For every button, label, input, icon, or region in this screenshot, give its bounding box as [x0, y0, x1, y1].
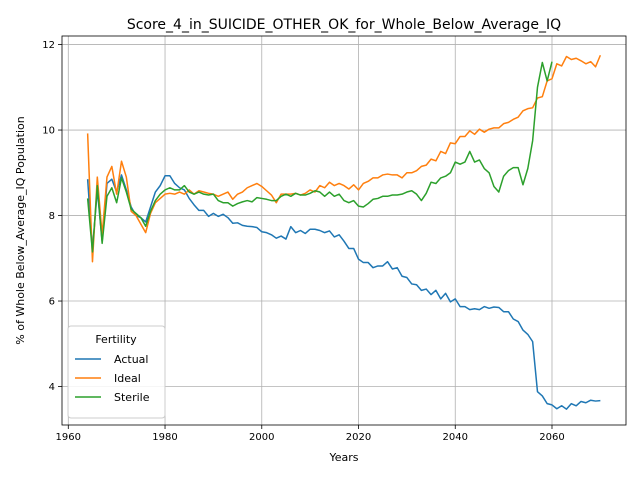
series-lines	[86, 54, 602, 410]
legend-title: Fertility	[95, 333, 137, 346]
x-axis-ticks: 1960 1980 2000 2020 2040 2060	[56, 425, 565, 443]
legend: Fertility Actual Ideal Sterile	[67, 325, 166, 419]
x-tick-label: 1960	[56, 432, 81, 443]
x-tick-label: 2000	[249, 432, 274, 443]
grid-lines	[62, 36, 626, 425]
x-tick-label: 1980	[152, 432, 177, 443]
y-tick-label: 8	[49, 211, 55, 222]
series-line-sterile	[86, 61, 553, 253]
x-axis-label: Years	[328, 451, 358, 464]
series-line-actual	[86, 174, 601, 410]
plot-frame	[61, 35, 627, 426]
legend-label-actual: Actual	[114, 353, 148, 366]
chart-title: Score_4_in_SUICIDE_OTHER_OK_for_Whole_Be…	[127, 17, 561, 33]
y-tick-label: 12	[42, 40, 55, 51]
x-tick-label: 2040	[443, 432, 468, 443]
y-tick-label: 10	[42, 126, 55, 137]
y-tick-label: 4	[49, 382, 55, 393]
y-tick-label: 6	[49, 297, 55, 308]
x-tick-label: 2020	[346, 432, 371, 443]
y-axis-label: % of Whole Below_Average_IQ Population	[14, 116, 27, 344]
x-tick-label: 2060	[539, 432, 564, 443]
series-line-ideal	[86, 54, 602, 263]
y-axis-ticks: 4 6 8 10 12	[42, 40, 62, 393]
legend-label-sterile: Sterile	[114, 391, 150, 404]
legend-box	[67, 325, 166, 419]
legend-label-ideal: Ideal	[114, 372, 141, 385]
